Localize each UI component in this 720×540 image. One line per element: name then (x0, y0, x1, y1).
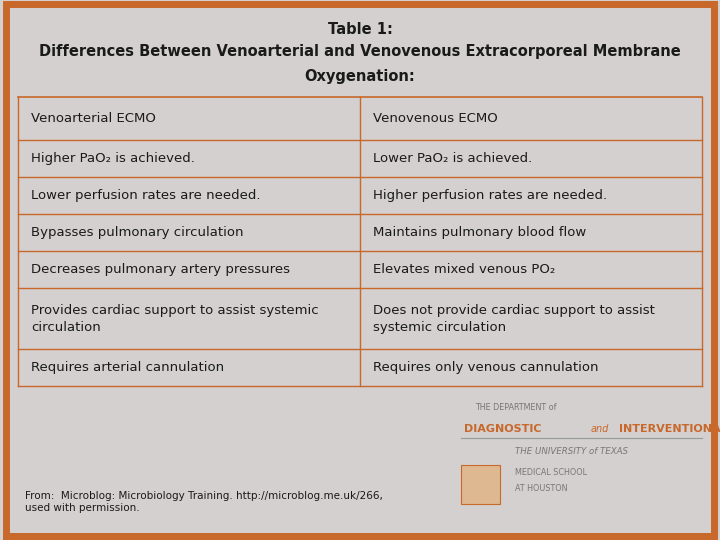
Text: Lower perfusion rates are needed.: Lower perfusion rates are needed. (31, 189, 261, 202)
Text: From:  Microblog: Microbiology Training. http://microblog.me.uk/266,
used with p: From: Microblog: Microbiology Training. … (25, 491, 383, 513)
Text: Higher perfusion rates are needed.: Higher perfusion rates are needed. (373, 189, 607, 202)
Text: Higher PaO₂ is achieved.: Higher PaO₂ is achieved. (31, 152, 195, 165)
Text: Venoarterial ECMO: Venoarterial ECMO (31, 112, 156, 125)
Text: Oxygenation:: Oxygenation: (305, 69, 415, 84)
Text: Table 1:: Table 1: (328, 22, 392, 37)
Text: AT HOUSTON: AT HOUSTON (515, 484, 567, 493)
Text: DIAGNOSTIC: DIAGNOSTIC (464, 424, 542, 434)
Text: THE UNIVERSITY of TEXAS: THE UNIVERSITY of TEXAS (515, 448, 628, 456)
Text: Decreases pulmonary artery pressures: Decreases pulmonary artery pressures (31, 263, 290, 276)
Text: MEDICAL SCHOOL: MEDICAL SCHOOL (515, 468, 587, 477)
Text: Requires only venous cannulation: Requires only venous cannulation (373, 361, 598, 374)
Text: Lower PaO₂ is achieved.: Lower PaO₂ is achieved. (373, 152, 532, 165)
Text: Elevates mixed venous PO₂: Elevates mixed venous PO₂ (373, 263, 555, 276)
Text: Bypasses pulmonary circulation: Bypasses pulmonary circulation (31, 226, 243, 239)
Text: Does not provide cardiac support to assist
systemic circulation: Does not provide cardiac support to assi… (373, 303, 654, 334)
Text: Requires arterial cannulation: Requires arterial cannulation (31, 361, 224, 374)
Bar (461, 465, 500, 504)
Text: Venovenous ECMO: Venovenous ECMO (373, 112, 498, 125)
Text: Provides cardiac support to assist systemic
circulation: Provides cardiac support to assist syste… (31, 303, 318, 334)
Text: INTERVENTIONAL IMAGING: INTERVENTIONAL IMAGING (619, 424, 720, 434)
Text: Maintains pulmonary blood flow: Maintains pulmonary blood flow (373, 226, 586, 239)
Text: THE DEPARTMENT of: THE DEPARTMENT of (475, 403, 557, 412)
Text: and: and (590, 424, 609, 434)
Text: Differences Between Venoarterial and Venovenous Extracorporeal Membrane: Differences Between Venoarterial and Ven… (39, 44, 681, 59)
